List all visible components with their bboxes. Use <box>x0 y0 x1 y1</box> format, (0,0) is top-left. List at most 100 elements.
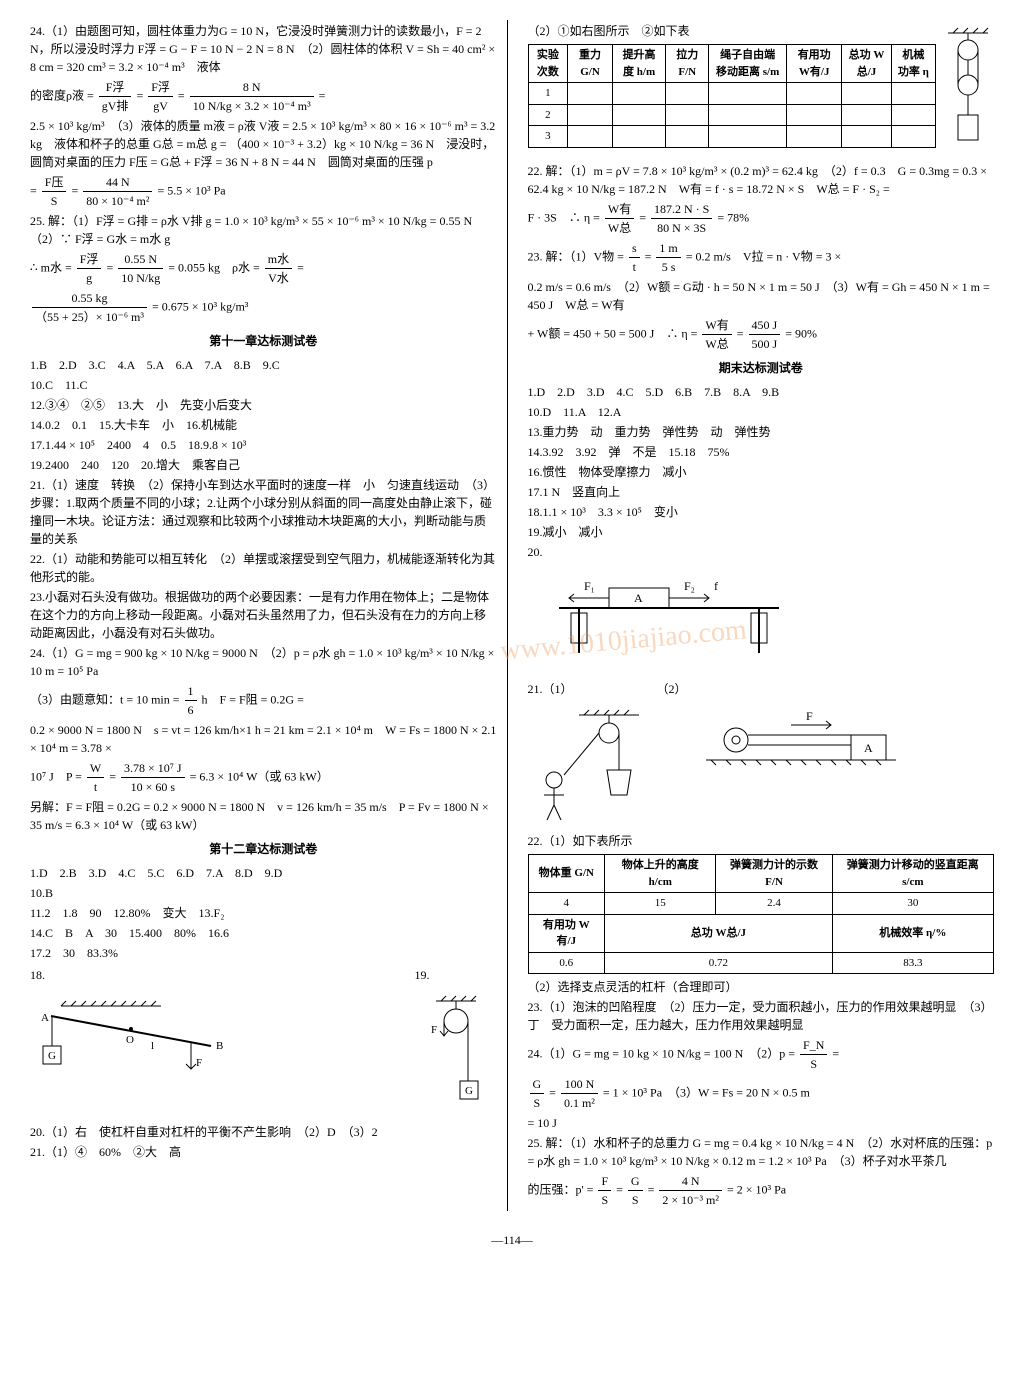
txt: 24.（1）G = mg = 10 kg × 10 N/kg = 100 N （… <box>528 1046 799 1060</box>
txt: = 90% <box>785 326 817 340</box>
th: 提升高度 h/m <box>612 45 666 83</box>
q25-line2: ∴ m水 = F浮g = 0.55 N10 N/kg = 0.055 kg ρ水… <box>30 250 497 287</box>
ch11-17: 17.1.44 × 10⁵ 2400 4 0.5 18.9.8 × 10³ <box>30 436 497 454</box>
final-18: 18.1.1 × 10³ 3.3 × 10⁵ 变小 <box>528 503 995 521</box>
svg-text:F: F <box>431 1024 437 1036</box>
final-mc1: 1.D 2.D 3.D 4.C 5.D 6.B 7.B 8.A 9.B <box>528 383 995 401</box>
txt: = 0.055 kg ρ水 = <box>168 260 263 274</box>
frac: 16 <box>185 682 197 719</box>
frac: 0.55 N10 N/kg <box>118 250 163 287</box>
svg-text:B: B <box>216 1040 223 1052</box>
page-number: —114— <box>30 1231 994 1249</box>
td: 2 <box>528 104 568 126</box>
ch11-19: 19.2400 240 120 20.增大 乘客自己 <box>30 456 497 474</box>
frac: 8 N10 N/kg × 3.2 × 10⁻⁴ m³ <box>190 78 314 115</box>
svg-text:G: G <box>48 1050 56 1062</box>
td: 0.6 <box>528 952 605 974</box>
frac: W有W总 <box>702 316 731 353</box>
well-pulley-diagram-icon <box>528 704 680 826</box>
txt: = 5.5 × 10³ Pa <box>157 183 225 197</box>
th: 有用功 W有/J <box>787 45 842 83</box>
r-23-2: 0.2 m/s = 0.6 m/s （2）W额 = G动 · h = 50 N … <box>528 278 995 314</box>
txt: = 0.2 m/s V拉 = n · V物 = 3 × <box>686 249 842 263</box>
ch11-12: 12.③④ ②⑤ 13.大 小 先变小后变大 <box>30 396 497 414</box>
svg-text:F: F <box>196 1057 202 1069</box>
txt: = <box>319 88 326 102</box>
table-row: 2 <box>528 104 936 126</box>
frac: 44 N80 × 10⁻⁴ m² <box>83 173 152 210</box>
svg-text:G: G <box>465 1085 473 1097</box>
frac: 0.55 kg（55 + 25）× 10⁻⁶ m³ <box>32 289 147 326</box>
td: 15 <box>605 893 716 915</box>
txt: = <box>648 1182 658 1196</box>
frac: F压S <box>42 173 67 210</box>
th: 拉力 F/N <box>666 45 709 83</box>
ch11-21: 21.（1）速度 转换 （2）保持小车到达水平面时的速度一样 小 匀速直线运动 … <box>30 476 497 548</box>
frac: F浮gV排 <box>99 78 132 115</box>
th: 总功 W总/J <box>842 45 892 83</box>
th: 绳子自由端移动距离 s/m <box>709 45 787 83</box>
ch12-21: 21.（1）④ 60% ②大 高 <box>30 1143 497 1161</box>
left-column: 24.（1）由题图可知，圆柱体重力为G = 10 N，它浸没时弹簧测力计的读数最… <box>30 20 508 1211</box>
td: 0.72 <box>605 952 833 974</box>
svg-text:A: A <box>864 741 873 755</box>
frac: m水V水 <box>265 250 292 287</box>
q24-density: 的密度ρ液 = F浮gV排 = F浮gV = 8 N10 N/kg × 3.2 … <box>30 78 497 115</box>
lever-diagram-icon: A B O l F G <box>30 990 232 1082</box>
txt: ∴ m水 = <box>30 260 75 274</box>
q25-line1: 25. 解：（1）F浮 = G排 = ρ水 V排 g = 1.0 × 10³ k… <box>30 212 497 248</box>
ch12-17: 17.2 30 83.3% <box>30 944 497 962</box>
td: 83.3 <box>832 952 993 974</box>
table-row: 3 <box>528 126 936 148</box>
svg-text:F: F <box>806 709 813 723</box>
final-20: 20. <box>528 543 995 561</box>
final-mc2: 10.D 11.A 12.A <box>528 403 995 421</box>
table-row: 4 15 2.4 30 <box>528 893 994 915</box>
txt: = 1 × 10³ Pa （3）W = Fs = 20 N × 0.5 m <box>603 1085 810 1099</box>
th: 实验次数 <box>528 45 568 83</box>
frac: F浮gV <box>148 78 173 115</box>
q24-line3: 2.5 × 10³ kg/m³ （3）液体的质量 m液 = ρ液 V液 = 2.… <box>30 117 497 171</box>
txt: = <box>297 260 304 274</box>
ch12-18-label: 18. <box>30 966 405 984</box>
txt: = <box>30 183 40 197</box>
experiment-table: 实验次数 重力 G/N 提升高度 h/m 拉力 F/N 绳子自由端移动距离 s/… <box>528 44 937 148</box>
th: 物体重 G/N <box>528 855 605 893</box>
ch11-24e: 另解：F = F阻 = 0.2G = 0.2 × 9000 N = 1800 N… <box>30 798 497 834</box>
frac: 4 N2 × 10⁻³ m² <box>659 1172 722 1209</box>
txt: 23. 解：（1）V物 = <box>528 249 627 263</box>
frac: 187.2 N · S80 N × 3S <box>651 200 712 237</box>
r-22-1: 22. 解：（1）m = ρV = 7.8 × 10³ kg/m³ × (0.2… <box>528 162 995 198</box>
txt: = 78% <box>717 210 749 224</box>
final-exam-title: 期末达标测试卷 <box>528 359 995 377</box>
th: 机械效率 η/% <box>832 914 993 952</box>
th: 弹簧测力计的示数 F/N <box>716 855 832 893</box>
final-22: 22.（1）如下表所示 <box>528 832 995 850</box>
ch12-20: 20.（1）右 使杠杆自重对杠杆的平衡不产生影响 （2）D （3）2 <box>30 1123 497 1141</box>
svg-text:l: l <box>151 1040 154 1052</box>
final-16: 16.惯性 物体受摩擦力 减小 <box>528 463 995 481</box>
svg-text:F₂: F₂ <box>684 579 695 593</box>
frac: Wt <box>87 759 104 796</box>
table-row: 实验次数 重力 G/N 提升高度 h/m 拉力 F/N 绳子自由端移动距离 s/… <box>528 45 936 83</box>
frac: GS <box>628 1172 643 1209</box>
frac: W有W总 <box>605 200 634 237</box>
txt: = 6.3 × 10⁴ W（或 63 kW） <box>190 769 329 783</box>
txt: = <box>109 769 119 783</box>
th: 有用功 W有/J <box>528 914 605 952</box>
final-25-1: 25. 解：（1）水和杯子的总重力 G = mg = 0.4 kg × 10 N… <box>528 1134 995 1170</box>
final-24-3: = 10 J <box>528 1114 995 1132</box>
th: 弹簧测力计移动的竖直距离 s/cm <box>832 855 993 893</box>
final-24-2: GS = 100 N0.1 m² = 1 × 10³ Pa （3）W = Fs … <box>528 1075 995 1112</box>
table-row: 有用功 W有/J 总功 W总/J 机械效率 η/% <box>528 914 994 952</box>
r-23-1: 23. 解：（1）V物 = st = 1 m5 s = 0.2 m/s V拉 =… <box>528 239 995 276</box>
ch12-mc1: 1.D 2.B 3.D 4.C 5.C 6.D 7.A 8.D 9.D <box>30 864 497 882</box>
svg-text:A: A <box>634 591 643 605</box>
chapter12-title: 第十二章达标测试卷 <box>30 840 497 858</box>
frac: F浮g <box>77 250 102 287</box>
txt: F · 3S ∴ η = <box>528 210 603 224</box>
q25-line3: 0.55 kg（55 + 25）× 10⁻⁶ m³ = 0.675 × 10³ … <box>30 289 497 326</box>
th: 物体上升的高度 h/cm <box>605 855 716 893</box>
txt: = <box>136 88 146 102</box>
ch11-24c: 0.2 × 9000 N = 1800 N s = vt = 126 km/h×… <box>30 721 497 757</box>
